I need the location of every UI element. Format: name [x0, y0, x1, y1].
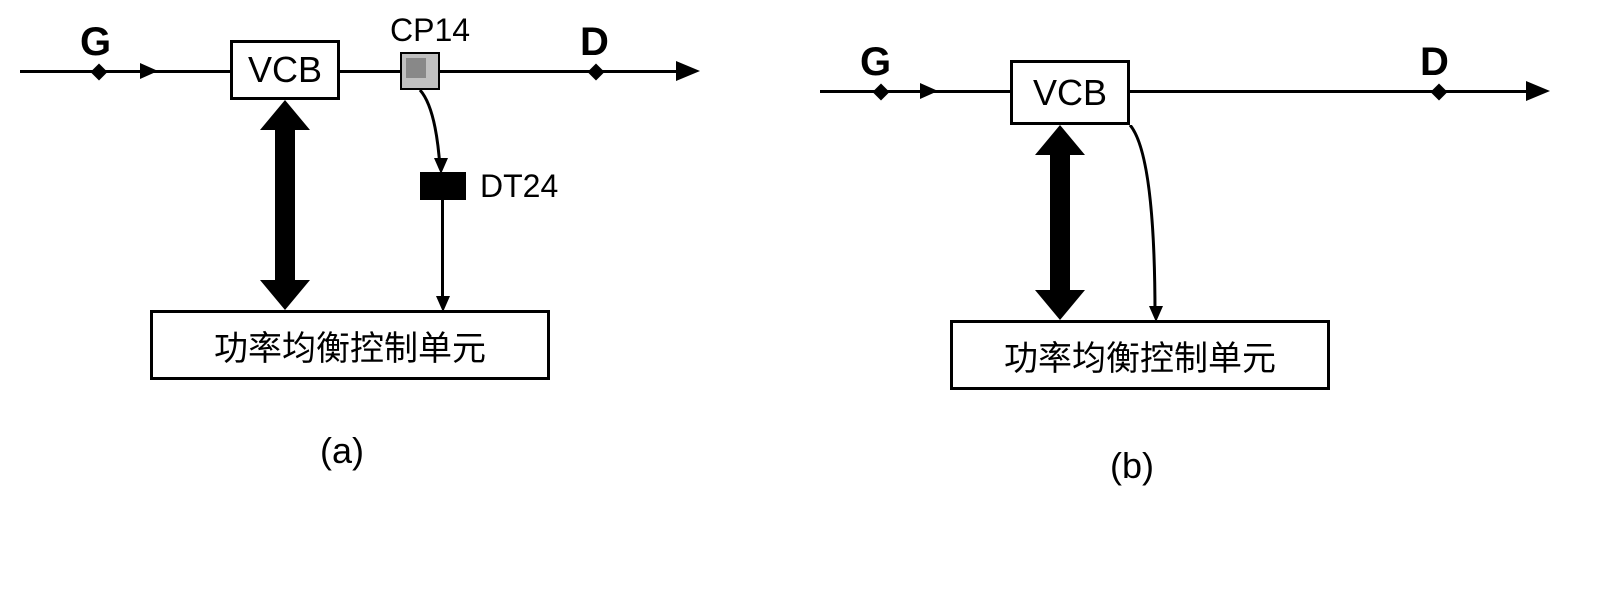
diagram-a: G D VCB CP14 DT24 功率均衡控制单元 (a — [20, 20, 740, 560]
caption-b: (b) — [1110, 445, 1154, 487]
vcb-label: VCB — [248, 49, 322, 91]
node-g-label: G — [80, 20, 111, 65]
vcb-to-control-curve-b — [1125, 125, 1175, 320]
diagram-b: G D VCB 功率均衡控制单元 (b) — [820, 40, 1580, 560]
line-cp-to-d — [440, 70, 680, 73]
cp14-label: CP14 — [390, 12, 470, 49]
line-g-to-vcb — [20, 70, 230, 73]
control-box-a: 功率均衡控制单元 — [150, 310, 550, 380]
dt24-box — [420, 172, 466, 200]
node-d-label-b: D — [1420, 40, 1449, 85]
dt24-label: DT24 — [480, 168, 558, 205]
arrow-into-vcb-b-icon — [920, 83, 938, 99]
double-arrow-vcb-control — [260, 100, 310, 310]
node-d-label: D — [580, 20, 609, 65]
control-label-a: 功率均衡控制单元 — [214, 321, 486, 370]
arrow-to-d-icon — [676, 61, 700, 81]
caption-a: (a) — [320, 430, 364, 472]
cp14-box — [400, 52, 440, 90]
arrow-to-d-b-icon — [1526, 81, 1550, 101]
vcb-box-b: VCB — [1010, 60, 1130, 125]
line-vcb-to-cp — [340, 70, 400, 73]
arrow-into-vcb-icon — [140, 63, 158, 79]
vcb-label-b: VCB — [1033, 72, 1107, 114]
vcb-box: VCB — [230, 40, 340, 100]
line-vcb-to-d-b — [1130, 90, 1530, 93]
line-dt-to-control — [441, 200, 444, 300]
node-g-label-b: G — [860, 40, 891, 85]
control-label-b: 功率均衡控制单元 — [1004, 331, 1276, 380]
line-g-to-vcb-b — [820, 90, 1010, 93]
double-arrow-vcb-control-b — [1035, 125, 1085, 320]
control-box-b: 功率均衡控制单元 — [950, 320, 1330, 390]
